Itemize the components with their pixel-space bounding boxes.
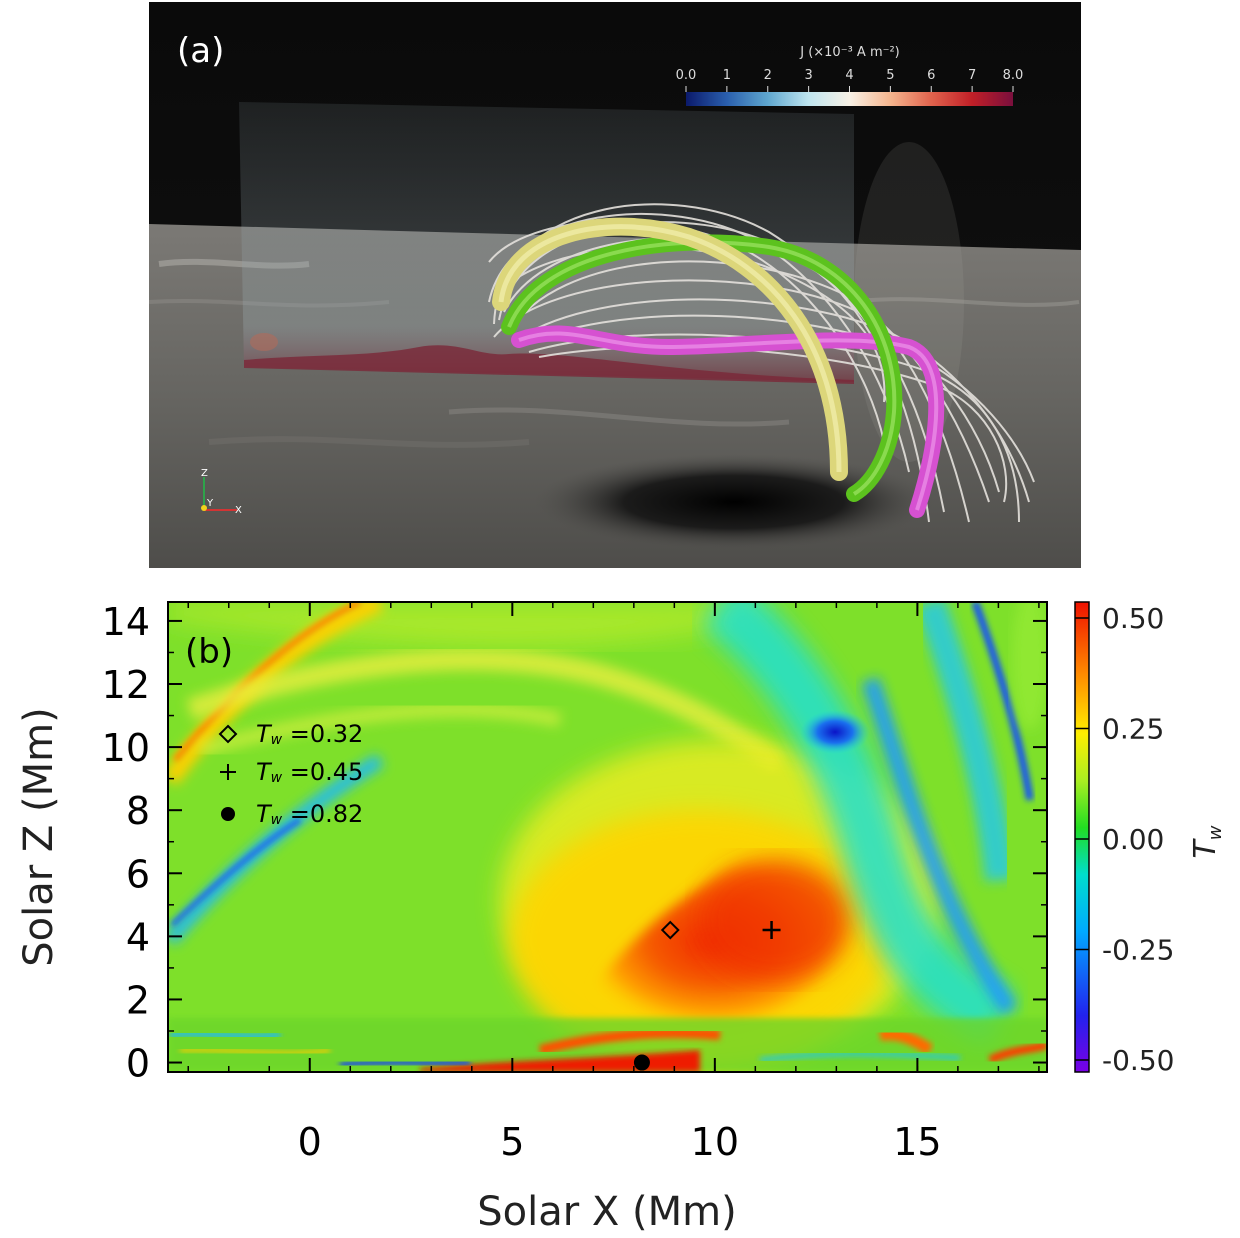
svg-text:Tw =0.45: Tw =0.45 [256, 758, 363, 786]
twist-heatmap [168, 602, 1047, 1072]
y-tick-label-0: 0 [126, 1042, 150, 1086]
current-colorbar-tick-6: 6 [927, 68, 935, 83]
axis-z-label: Z [201, 468, 208, 479]
svg-text:Tw =0.32: Tw =0.32 [256, 720, 363, 748]
twist-colorbar: 0.50 0.25 0.00 -0.25 -0.50 Tw [1074, 601, 1226, 1077]
current-colorbar: J (×10⁻³ A m⁻²) 0.0 1 2 3 4 5 6 7 8.0 [676, 45, 1024, 106]
twist-colorbar-tick-4: -0.50 [1102, 1044, 1174, 1077]
x-tick-label-2: 10 [691, 1120, 739, 1164]
legend-diamond-value: =0.32 [282, 720, 363, 748]
twist-colorbar-gradient [1074, 601, 1090, 1073]
current-colorbar-tick-3: 3 [804, 68, 812, 83]
twist-colorbar-tick-1: 0.25 [1102, 713, 1164, 746]
y-tick-label-7: 14 [102, 600, 150, 644]
current-colorbar-gradient [686, 92, 1013, 106]
marker-legend: Tw =0.32 Tw =0.45 Tw =0.82 [218, 720, 363, 828]
current-colorbar-title: J (×10⁻³ A m⁻²) [799, 45, 900, 60]
y-tick-label-2: 4 [126, 915, 150, 959]
panel-b-label: (b) [185, 632, 233, 672]
legend-diamond-symbol: T [256, 720, 273, 748]
x-axis-label: Solar X (Mm) [477, 1189, 736, 1235]
current-colorbar-tick-1: 1 [723, 68, 731, 83]
y-tick-label-5: 10 [102, 726, 150, 770]
marker-circle [633, 1054, 650, 1071]
legend-item-circle: Tw =0.82 [221, 800, 363, 828]
x-tick-label-0: 0 [298, 1120, 322, 1164]
legend-plus-sub: w [271, 770, 283, 786]
twist-colorbar-tick-2: 0.00 [1102, 823, 1164, 856]
current-colorbar-tick-7: 7 [968, 68, 976, 83]
legend-circle-symbol: T [256, 800, 273, 828]
slice-current-blob [250, 333, 278, 351]
legend-plus-value: =0.45 [282, 758, 363, 786]
y-tick-label-3: 6 [126, 852, 150, 896]
current-colorbar-tick-8: 8.0 [1003, 68, 1024, 83]
svg-text:Tw =0.82: Tw =0.82 [256, 800, 363, 828]
y-tick-label-4: 8 [126, 789, 150, 833]
axis-ticks: 0 5 10 15 0 2 4 6 8 10 12 14 [102, 600, 1047, 1164]
marker-diamond [660, 920, 680, 940]
axes-triad: Z Y X [201, 468, 242, 516]
legend-plus-symbol: T [256, 758, 273, 786]
panel-a-3d-render: (a) J (×10⁻³ A m⁻²) 0.0 1 2 3 4 5 6 7 8.0 Z Y X [149, 2, 1081, 568]
current-colorbar-tick-0: 0.0 [676, 68, 697, 83]
current-colorbar-tick-4: 4 [845, 68, 853, 83]
x-tick-label-1: 5 [500, 1120, 524, 1164]
twist-colorbar-tick-3: -0.25 [1102, 934, 1174, 967]
twist-colorbar-tick-0: 0.50 [1102, 602, 1164, 635]
panel-a-label: (a) [177, 31, 224, 71]
axis-y-label: Y [206, 498, 214, 509]
legend-item-plus: Tw =0.45 [220, 758, 363, 786]
axis-x-label: X [235, 505, 242, 516]
legend-circle-value: =0.82 [282, 800, 363, 828]
negative-twist-spot [800, 710, 870, 754]
legend-circle-sub: w [271, 812, 283, 828]
x-tick-label-3: 15 [893, 1120, 941, 1164]
panel-b-twist-map: 0 5 10 15 0 2 4 6 8 10 12 14 Solar X (Mm) Solar Z (… [16, 600, 1226, 1235]
slice-base-current [244, 345, 854, 384]
marker-plus [762, 921, 781, 940]
y-tick-label-1: 2 [126, 978, 150, 1022]
y-tick-label-6: 12 [102, 663, 150, 707]
legend-item-diamond: Tw =0.32 [218, 720, 363, 748]
plot-frame [167, 601, 1048, 1073]
twist-colorbar-label: Tw [1188, 825, 1226, 858]
y-axis-label: Solar Z (Mm) [16, 707, 62, 966]
current-colorbar-tick-5: 5 [886, 68, 894, 83]
legend-diamond-sub: w [271, 732, 283, 748]
twist-markers [633, 920, 781, 1071]
current-colorbar-tick-2: 2 [764, 68, 772, 83]
